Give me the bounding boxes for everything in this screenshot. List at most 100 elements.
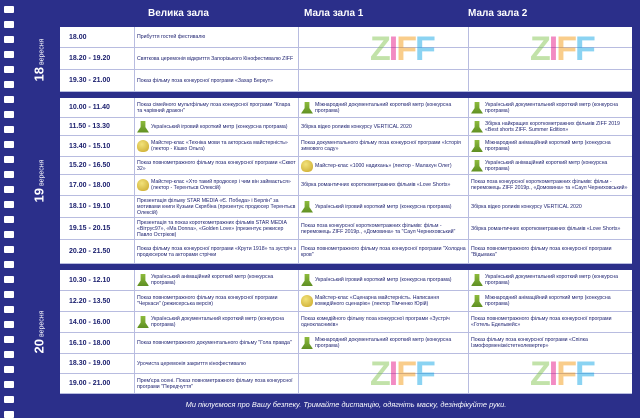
event-text: Показ повнометражного фільму поза конкур…: [137, 295, 278, 307]
perforation-hole: [4, 336, 14, 343]
perforation-hole: [4, 21, 14, 28]
time-slot: 16.10 - 18.00: [69, 339, 111, 347]
event-cell: [468, 354, 632, 373]
event-text: Презентація та показ короткометражних фі…: [137, 219, 287, 238]
event-text: Міжнародний документальний короткий метр…: [315, 101, 452, 114]
event-text: Майстер-клас «Техніка мови та акторська …: [151, 140, 288, 152]
day-month: вересня: [38, 38, 46, 65]
event-text: Показ фільму поза конкурсної програми «С…: [471, 337, 588, 349]
award-icon: [137, 120, 149, 133]
schedule-row: 19.15 - 20.15 Презентація та показ коротк…: [60, 218, 632, 240]
event-cell: Український документальний короткий метр…: [468, 270, 632, 290]
perforation-hole: [4, 291, 14, 298]
time-slot: 19.30 - 21.00: [69, 77, 111, 84]
event-text: Український ігровий короткий метр (конку…: [315, 203, 452, 210]
perforation-hole: [4, 6, 14, 13]
time-slot: 19.00 - 21.00: [69, 380, 111, 387]
event-text: Показ фільму поза конкурсної програми «К…: [137, 245, 296, 258]
event-text: Український документальний короткий метр…: [151, 316, 284, 328]
event-cell: Показ фільму поза конкурсної програми «З…: [134, 70, 298, 91]
schedule-row: 10.00 - 11.40 Показ сімейного мультфільму…: [60, 98, 632, 118]
day-number: 20: [31, 339, 47, 354]
event-cell: Майстер-клас «Техніка мови та акторська …: [134, 136, 298, 156]
perforation-hole: [4, 306, 14, 313]
perforation-hole: [4, 276, 14, 283]
perforation-hole: [4, 36, 14, 43]
time-slot: 19.15 - 20.15: [69, 225, 111, 232]
perforation-hole: [4, 156, 14, 163]
event-cell: Збірка романтичних короткометражних філь…: [468, 218, 632, 239]
event-text: Показ поза конкурсної короткометражних ф…: [471, 179, 628, 191]
event-cell: [468, 70, 632, 91]
event-cell: Міжнародний анімаційний короткий метр (к…: [468, 291, 632, 311]
event-cell: [298, 354, 468, 373]
event-cell: Показ комедійного фільму поза конкурсної…: [298, 312, 468, 332]
lamp-icon: [301, 295, 313, 307]
schedule-row: 14.00 - 16.00 Український документальний …: [60, 312, 632, 333]
event-text: Показ повнометражного документального фі…: [137, 340, 292, 346]
perforation-hole: [4, 366, 14, 373]
event-cell: Український ігровий короткий метр (конку…: [298, 270, 468, 290]
event-cell: Прибуття гостей фестивалю: [134, 27, 298, 47]
event-text: Збірка відео роликів конкурсу VERTICAL 2…: [471, 203, 582, 210]
time-slot: 18.10 - 19.10: [69, 203, 111, 210]
schedule-row: 16.10 - 18.00 Показ повнометражного докум…: [60, 333, 632, 354]
perforation-hole: [4, 411, 14, 418]
event-text: Показ фільму поза конкурсної програми «З…: [137, 77, 273, 84]
perforation-hole: [4, 246, 14, 253]
event-text: Показ повнометражного фільму поза конкур…: [137, 159, 296, 172]
perforation-hole: [4, 111, 14, 118]
lamp-icon: [301, 159, 313, 172]
award-icon: [301, 337, 313, 349]
award-icon: [471, 140, 483, 152]
event-cell: [298, 48, 468, 69]
event-cell: Прем'єра осені. Показ повнометражного фі…: [134, 374, 298, 393]
event-cell: Показ повнометражного фільму поза конкур…: [298, 240, 468, 263]
column-small-hall-2: Мала зала 2: [468, 8, 528, 19]
event-cell: Показ документального фільму поза конкур…: [298, 136, 468, 156]
day-1-label: 18вересня: [22, 27, 56, 92]
day-3-schedule: 10.30 - 12.10 Український анімаційний кор…: [60, 270, 632, 394]
event-text: Майстер-клас «Хто такий продюсер і чим в…: [151, 179, 291, 191]
time-slot: 12.20 - 13.50: [69, 297, 111, 305]
schedule-row: 18.00 Прибуття гостей фестивалю: [60, 27, 632, 48]
event-cell: [298, 27, 468, 47]
event-cell: Показ повнометражного фільму поза конкур…: [134, 157, 298, 174]
event-cell: Збірка відео роликів конкурсу VERTICAL 2…: [468, 196, 632, 217]
award-icon: [471, 120, 483, 133]
event-cell: Збірка найкращих короткометражних фільмі…: [468, 118, 632, 135]
perforation-hole: [4, 51, 14, 58]
event-text: Український анімаційний короткий метр (к…: [151, 274, 274, 286]
time-slot: 14.00 - 16.00: [69, 318, 111, 326]
event-text: Прибуття гостей фестивалю: [137, 34, 206, 40]
event-text: Український документальний короткий метр…: [485, 101, 618, 114]
event-text: Міжнародний анімаційний короткий метр (к…: [485, 140, 611, 152]
time-slot: 20.20 - 21.50: [69, 248, 111, 255]
event-cell: Презентація та показ короткометражних фі…: [134, 218, 298, 239]
column-small-hall-1: Мала зала 1: [304, 8, 364, 19]
event-cell: Український анімаційний короткий метр (к…: [468, 157, 632, 174]
perforation-hole: [4, 186, 14, 193]
event-text: Показ повнометражного фільму поза конкур…: [471, 245, 612, 258]
lamp-icon: [137, 179, 149, 191]
event-text: Український документальний короткий метр…: [485, 274, 618, 286]
event-cell: [468, 48, 632, 69]
event-text: Збірка романтичних короткометражних філь…: [471, 225, 621, 232]
award-icon: [471, 295, 483, 307]
day-month: вересня: [38, 159, 46, 187]
schedule-row: 12.20 - 13.50 Показ повнометражного фільм…: [60, 291, 632, 312]
event-cell: Показ повнометражного фільму поза конкур…: [468, 240, 632, 263]
event-text: Майстер-клас «1000 надихань» (лектор - М…: [315, 162, 452, 169]
event-cell: [298, 374, 468, 393]
event-text: Збірка відео роликів конкурсу VERTICAL 2…: [301, 123, 412, 130]
day-month: вересня: [38, 310, 46, 338]
event-cell: Показ сімейного мультфільму поза конкурс…: [134, 98, 298, 117]
time-slot: 17.00 - 18.00: [69, 181, 111, 189]
time-slot: 10.30 - 12.10: [69, 276, 111, 284]
event-cell: Український документальний короткий метр…: [134, 312, 298, 332]
event-text: Міжнародний документальний короткий метр…: [315, 337, 452, 349]
day-2-schedule: 10.00 - 11.40 Показ сімейного мультфільму…: [60, 98, 632, 264]
lamp-icon: [137, 140, 149, 152]
event-text: Показ повнометражного фільму поза конкур…: [471, 316, 612, 328]
award-icon: [137, 274, 149, 286]
